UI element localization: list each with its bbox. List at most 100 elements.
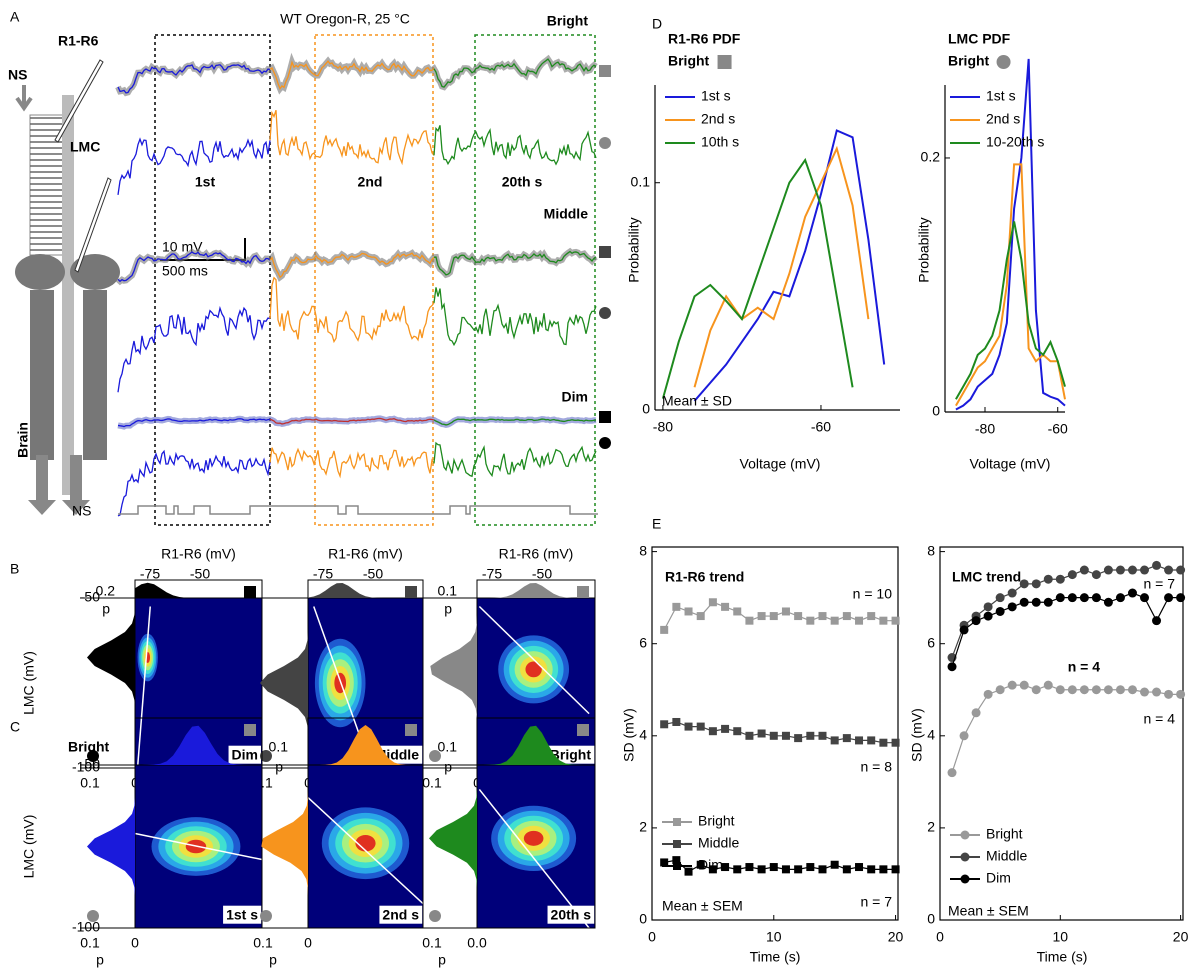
stimulus-label: NS <box>72 503 91 519</box>
p-tick-label: 0.1 <box>438 583 458 599</box>
legend-label: 2nd s <box>701 111 735 127</box>
panel-label: A <box>10 9 20 25</box>
y-tick-label: -100 <box>72 919 100 935</box>
trace-shadow <box>115 52 598 97</box>
data-marker <box>891 616 900 625</box>
annotation: Mean ± SEM <box>662 898 743 914</box>
y-tick-label: 0 <box>927 911 935 927</box>
legend-label: Bright <box>698 813 735 829</box>
data-marker <box>721 724 730 733</box>
data-marker <box>757 612 766 621</box>
y-tick-label: 8 <box>927 542 935 558</box>
data-marker <box>733 607 742 616</box>
panel-title: WT Oregon-R, 25 °C <box>280 11 410 27</box>
p-axis-label: p <box>444 759 452 775</box>
series-line <box>693 145 870 388</box>
data-marker <box>757 865 766 874</box>
y-tick-label: 6 <box>639 634 647 650</box>
data-marker <box>708 865 717 874</box>
condition-symbol <box>260 910 272 922</box>
legend-marker <box>673 862 681 870</box>
legend-marker <box>673 840 681 848</box>
data-marker <box>794 734 803 743</box>
condition-name: 1st s <box>226 907 258 923</box>
window-label: 1st <box>195 174 216 190</box>
condition-symbol <box>87 910 99 922</box>
y-tick-label: 0 <box>639 911 647 927</box>
p-tick-label: 0.1 <box>438 739 458 755</box>
data-marker <box>769 863 778 872</box>
data-marker <box>830 616 839 625</box>
y-axis-label: Probability <box>916 217 932 282</box>
voltage-trace <box>117 418 271 428</box>
voltage-trace <box>117 449 271 517</box>
data-marker <box>995 685 1005 695</box>
data-marker <box>1031 597 1041 607</box>
data-marker <box>1115 565 1125 575</box>
marginal-distribution <box>261 765 308 928</box>
data-marker <box>733 727 742 736</box>
panel-label: D <box>652 16 662 32</box>
data-marker <box>867 865 876 874</box>
voltage-trace <box>269 447 435 479</box>
data-marker <box>842 865 851 874</box>
data-marker <box>879 738 888 747</box>
data-marker <box>1067 593 1077 603</box>
data-marker <box>1019 680 1029 690</box>
annotation: n = 10 <box>853 586 893 602</box>
voltage-trace <box>117 137 271 195</box>
x-tick-label: 20 <box>888 929 904 945</box>
data-marker <box>1007 588 1017 598</box>
data-marker <box>1067 570 1077 580</box>
legend-marker <box>960 874 970 884</box>
y-tick-label: -50 <box>80 589 100 605</box>
voltage-trace <box>269 276 435 344</box>
y-tick-label: 0 <box>932 403 940 419</box>
data-marker <box>708 727 717 736</box>
data-marker <box>971 708 981 718</box>
x-axis-label: Time (s) <box>750 949 801 965</box>
label-background <box>379 905 423 924</box>
condition-symbols <box>599 65 611 449</box>
condition-symbol <box>405 586 417 598</box>
data-marker <box>983 611 993 621</box>
y-tick-label: 0.2 <box>921 149 941 165</box>
data-marker <box>696 722 705 731</box>
condition-symbol <box>429 750 441 762</box>
data-marker <box>879 616 888 625</box>
data-marker <box>818 865 827 874</box>
y-tick-label: 8 <box>639 542 647 558</box>
condition-name: Bright <box>550 747 592 763</box>
series-line <box>955 221 1066 400</box>
data-marker <box>696 612 705 621</box>
chart-title: LMC trend <box>952 569 1021 585</box>
data-marker <box>684 722 693 731</box>
density-contour <box>525 661 542 678</box>
x-tick-label: -75 <box>482 566 502 582</box>
data-marker <box>672 602 681 611</box>
data-marker <box>842 612 851 621</box>
annotation: n = 7 <box>860 894 892 910</box>
data-marker <box>1007 602 1017 612</box>
data-marker <box>769 612 778 621</box>
data-marker <box>1140 565 1150 575</box>
voltage-trace <box>117 64 271 94</box>
legend-label: Middle <box>698 835 739 851</box>
condition-symbol <box>577 586 589 598</box>
data-marker <box>1115 685 1125 695</box>
data-marker <box>855 616 864 625</box>
scale-label: 500 ms <box>162 263 208 279</box>
analysis-windows <box>154 34 596 526</box>
data-marker <box>983 602 993 612</box>
voltage-trace <box>433 250 597 276</box>
data-marker <box>1055 574 1065 584</box>
chart-title: R1-R6 trend <box>665 569 744 585</box>
annotation: n = 7 <box>1143 576 1175 592</box>
data-marker <box>959 625 969 635</box>
p-tick-label: 0.2 <box>96 583 116 599</box>
cell-diagram <box>15 59 120 515</box>
data-marker <box>708 598 717 607</box>
data-marker <box>959 731 969 741</box>
marginal-distribution <box>308 725 423 765</box>
